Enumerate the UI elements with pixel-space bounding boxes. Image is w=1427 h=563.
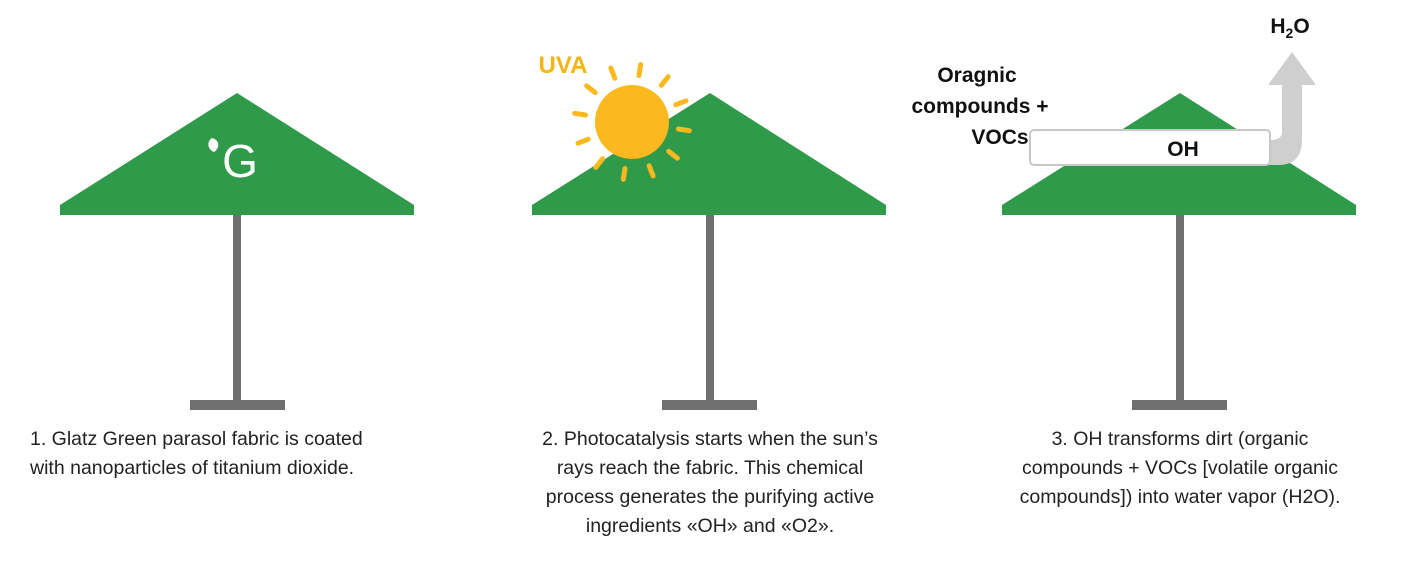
sun-ray xyxy=(623,168,625,179)
h2o-end: O xyxy=(1293,15,1309,38)
input-label: compounds + xyxy=(911,95,1048,118)
caption-line: with nanoparticles of titanium dioxide. xyxy=(29,457,354,479)
caption-line: 1. Glatz Green parasol fabric is coated xyxy=(30,428,363,450)
caption-line: 3. OH transforms dirt (organic xyxy=(1052,428,1309,450)
sun-ray xyxy=(661,77,668,86)
parasol-1: G xyxy=(60,93,414,410)
parasol-2: UVA xyxy=(532,52,886,410)
caption-line: rays reach the fabric. This chemical xyxy=(557,457,863,479)
sun-ray xyxy=(639,65,641,76)
diagram: G UVA OH H2O Oragnic compounds + VOCs 1. G… xyxy=(0,0,1427,563)
sun-ray xyxy=(676,101,686,105)
caption-line: 2. Photocatalysis starts when the sun’s xyxy=(542,428,878,450)
h2o-base: H xyxy=(1270,15,1285,38)
sun-ray xyxy=(575,113,586,115)
caption-line: compounds + VOCs [volatile organic xyxy=(1022,457,1338,479)
input-label: Oragnic xyxy=(937,64,1017,87)
oh-label: OH xyxy=(1167,138,1199,161)
sun-ray xyxy=(578,139,588,143)
caption-line: compounds]) into water vapor (H2O). xyxy=(1020,486,1341,508)
h2o-label: H2O xyxy=(1270,15,1309,41)
sun-ray xyxy=(587,86,596,93)
caption-line: process generates the purifying active xyxy=(546,486,874,508)
logo: G xyxy=(222,135,258,187)
parasol-3: OH H2O Oragnic compounds + VOCs xyxy=(911,15,1356,410)
h2o-sub: 2 xyxy=(1286,25,1294,41)
input-label: VOCs xyxy=(971,126,1028,149)
uva-label: UVA xyxy=(539,52,588,79)
caption-line: ingredients «OH» and «O2». xyxy=(586,515,834,537)
sun-ray xyxy=(611,68,615,78)
sun-ray xyxy=(678,129,689,131)
